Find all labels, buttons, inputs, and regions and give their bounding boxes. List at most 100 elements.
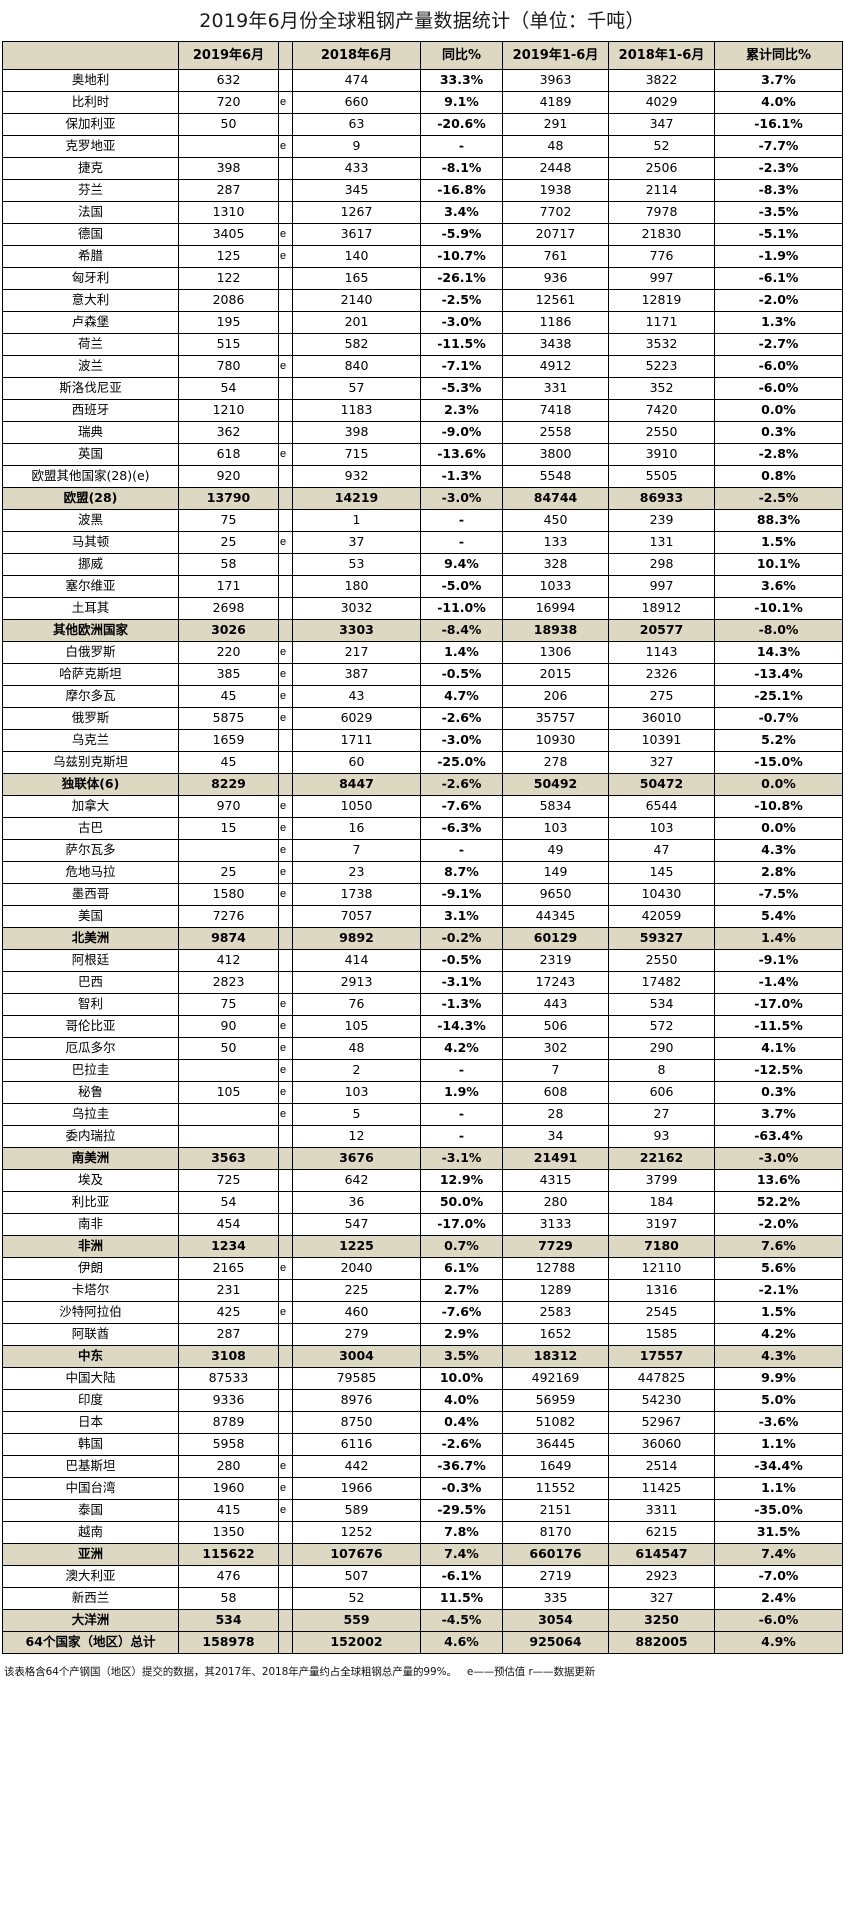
row-2018-jun: 16 — [292, 817, 421, 840]
row-yoy-pct: -6.1% — [420, 1565, 503, 1588]
row-2018-h1: 145 — [608, 861, 715, 884]
row-country-name: 委内瑞拉 — [2, 1125, 179, 1148]
row-2019-jun: 58 — [178, 553, 279, 576]
row-2019-jun: 158978 — [178, 1631, 279, 1654]
row-country-name: 意大利 — [2, 289, 179, 312]
row-cum-yoy-pct: 2.4% — [714, 1587, 843, 1610]
row-2018-jun: 165 — [292, 267, 421, 290]
row-cum-yoy-pct: 2.8% — [714, 861, 843, 884]
row-2018-h1: 572 — [608, 1015, 715, 1038]
row-2019-jun: 25 — [178, 861, 279, 884]
row-2019-jun: 362 — [178, 421, 279, 444]
row-yoy-pct: -36.7% — [420, 1455, 503, 1478]
row-2018-h1: 42059 — [608, 905, 715, 928]
table-row: 秘鲁 105 e 103 1.9% 608 606 0.3% — [2, 1081, 843, 1104]
row-estimate-flag — [278, 1521, 293, 1544]
row-2018-jun: 398 — [292, 421, 421, 444]
row-2019-h1: 3963 — [502, 69, 609, 92]
row-country-name: 墨西哥 — [2, 883, 179, 906]
row-cum-yoy-pct: -7.0% — [714, 1565, 843, 1588]
row-2018-h1: 2326 — [608, 663, 715, 686]
table-row: 欧盟其他国家(28)(e) 920 932 -1.3% 5548 5505 0.8% — [2, 465, 843, 488]
row-2019-h1: 280 — [502, 1191, 609, 1214]
row-2018-jun: 345 — [292, 179, 421, 202]
column-header-2018-h1: 2018年1-6月 — [608, 41, 715, 70]
row-2019-h1: 8170 — [502, 1521, 609, 1544]
row-cum-yoy-pct: 1.4% — [714, 927, 843, 950]
row-yoy-pct: - — [420, 1103, 503, 1126]
row-estimate-flag — [278, 597, 293, 620]
row-cum-yoy-pct: 3.7% — [714, 1103, 843, 1126]
row-estimate-flag: e — [278, 355, 293, 378]
row-estimate-flag — [278, 1125, 293, 1148]
row-estimate-flag: e — [278, 641, 293, 664]
row-estimate-flag — [278, 157, 293, 180]
row-cum-yoy-pct: -7.5% — [714, 883, 843, 906]
row-2019-jun: 90 — [178, 1015, 279, 1038]
row-2018-h1: 50472 — [608, 773, 715, 796]
row-2019-jun: 54 — [178, 377, 279, 400]
row-cum-yoy-pct: -13.4% — [714, 663, 843, 686]
row-estimate-flag — [278, 465, 293, 488]
row-2018-h1: 3197 — [608, 1213, 715, 1236]
row-2018-h1: 7180 — [608, 1235, 715, 1258]
row-estimate-flag — [278, 333, 293, 356]
row-2019-h1: 12561 — [502, 289, 609, 312]
row-country-name: 韩国 — [2, 1433, 179, 1456]
row-2018-jun: 442 — [292, 1455, 421, 1478]
row-cum-yoy-pct: -2.3% — [714, 157, 843, 180]
row-2019-h1: 56959 — [502, 1389, 609, 1412]
row-cum-yoy-pct: -6.0% — [714, 355, 843, 378]
row-country-name: 乌拉圭 — [2, 1103, 179, 1126]
row-yoy-pct: -5.9% — [420, 223, 503, 246]
row-2018-h1: 4029 — [608, 91, 715, 114]
row-2018-jun: 460 — [292, 1301, 421, 1324]
row-2019-jun: 25 — [178, 531, 279, 554]
row-cum-yoy-pct: 0.8% — [714, 465, 843, 488]
row-yoy-pct: -9.1% — [420, 883, 503, 906]
row-country-name: 萨尔瓦多 — [2, 839, 179, 862]
row-2018-jun: 23 — [292, 861, 421, 884]
row-2019-h1: 36445 — [502, 1433, 609, 1456]
row-2019-jun: 5875 — [178, 707, 279, 730]
row-2018-h1: 3250 — [608, 1609, 715, 1632]
row-2019-jun: 45 — [178, 685, 279, 708]
row-yoy-pct: -29.5% — [420, 1499, 503, 1522]
row-cum-yoy-pct: 4.1% — [714, 1037, 843, 1060]
row-2018-jun: 201 — [292, 311, 421, 334]
row-yoy-pct: 2.7% — [420, 1279, 503, 1302]
row-2019-jun: 8789 — [178, 1411, 279, 1434]
row-cum-yoy-pct: -3.0% — [714, 1147, 843, 1170]
row-estimate-flag: e — [278, 443, 293, 466]
row-cum-yoy-pct: -1.4% — [714, 971, 843, 994]
row-2019-jun: 220 — [178, 641, 279, 664]
row-2019-h1: 2719 — [502, 1565, 609, 1588]
row-2019-h1: 450 — [502, 509, 609, 532]
row-estimate-flag — [278, 399, 293, 422]
row-yoy-pct: -26.1% — [420, 267, 503, 290]
row-2019-h1: 1289 — [502, 1279, 609, 1302]
row-estimate-flag — [278, 1367, 293, 1390]
column-header-estimate-flag — [278, 41, 293, 70]
row-2018-h1: 131 — [608, 531, 715, 554]
row-2019-h1: 3054 — [502, 1609, 609, 1632]
row-estimate-flag: e — [278, 993, 293, 1016]
row-2019-h1: 608 — [502, 1081, 609, 1104]
table-row: 塞尔维亚 171 180 -5.0% 1033 997 3.6% — [2, 575, 843, 598]
row-cum-yoy-pct: -2.1% — [714, 1279, 843, 1302]
row-2019-jun: 618 — [178, 443, 279, 466]
row-yoy-pct: 33.3% — [420, 69, 503, 92]
row-cum-yoy-pct: -63.4% — [714, 1125, 843, 1148]
row-2018-jun: 932 — [292, 465, 421, 488]
table-row: 斯洛伐尼亚 54 57 -5.3% 331 352 -6.0% — [2, 377, 843, 400]
row-cum-yoy-pct: 88.3% — [714, 509, 843, 532]
row-2018-h1: 997 — [608, 575, 715, 598]
row-2019-jun: 7276 — [178, 905, 279, 928]
row-cum-yoy-pct: -6.0% — [714, 1609, 843, 1632]
row-2018-jun: 642 — [292, 1169, 421, 1192]
row-country-name: 加拿大 — [2, 795, 179, 818]
row-2019-jun: 287 — [178, 1323, 279, 1346]
row-2019-h1: 48 — [502, 135, 609, 158]
row-cum-yoy-pct: -8.0% — [714, 619, 843, 642]
row-2018-jun: 387 — [292, 663, 421, 686]
